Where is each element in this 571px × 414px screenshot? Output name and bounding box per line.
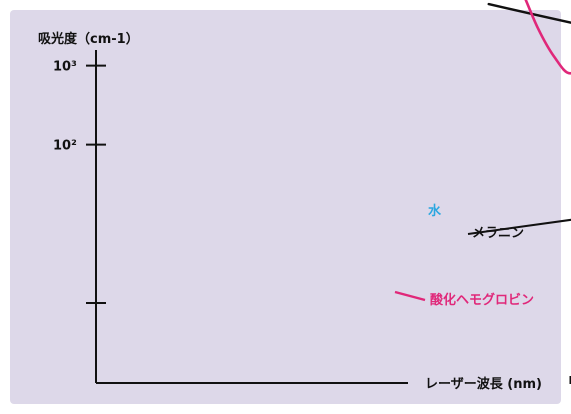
- axes: [86, 50, 408, 384]
- y-axis-title: 吸光度（cm-1）: [38, 31, 139, 47]
- y-tick-label-1: 10³: [53, 60, 77, 75]
- y-tick-label-2: 10²: [53, 139, 77, 154]
- melanin-pointer: [467, 218, 571, 235]
- series-line-1: [524, 0, 571, 75]
- chart-background: [10, 10, 561, 404]
- series-label-2: 水: [428, 203, 442, 219]
- tick-layer: 10⁴10³10²6008001000: [53, 60, 571, 384]
- hemoglobin-pointer: [394, 290, 426, 302]
- series-label-0: メラニン: [472, 226, 524, 241]
- x-axis-title: レーザー波長 (nm): [425, 376, 542, 392]
- series-label-1: 酸化ヘモグロビン: [430, 292, 534, 308]
